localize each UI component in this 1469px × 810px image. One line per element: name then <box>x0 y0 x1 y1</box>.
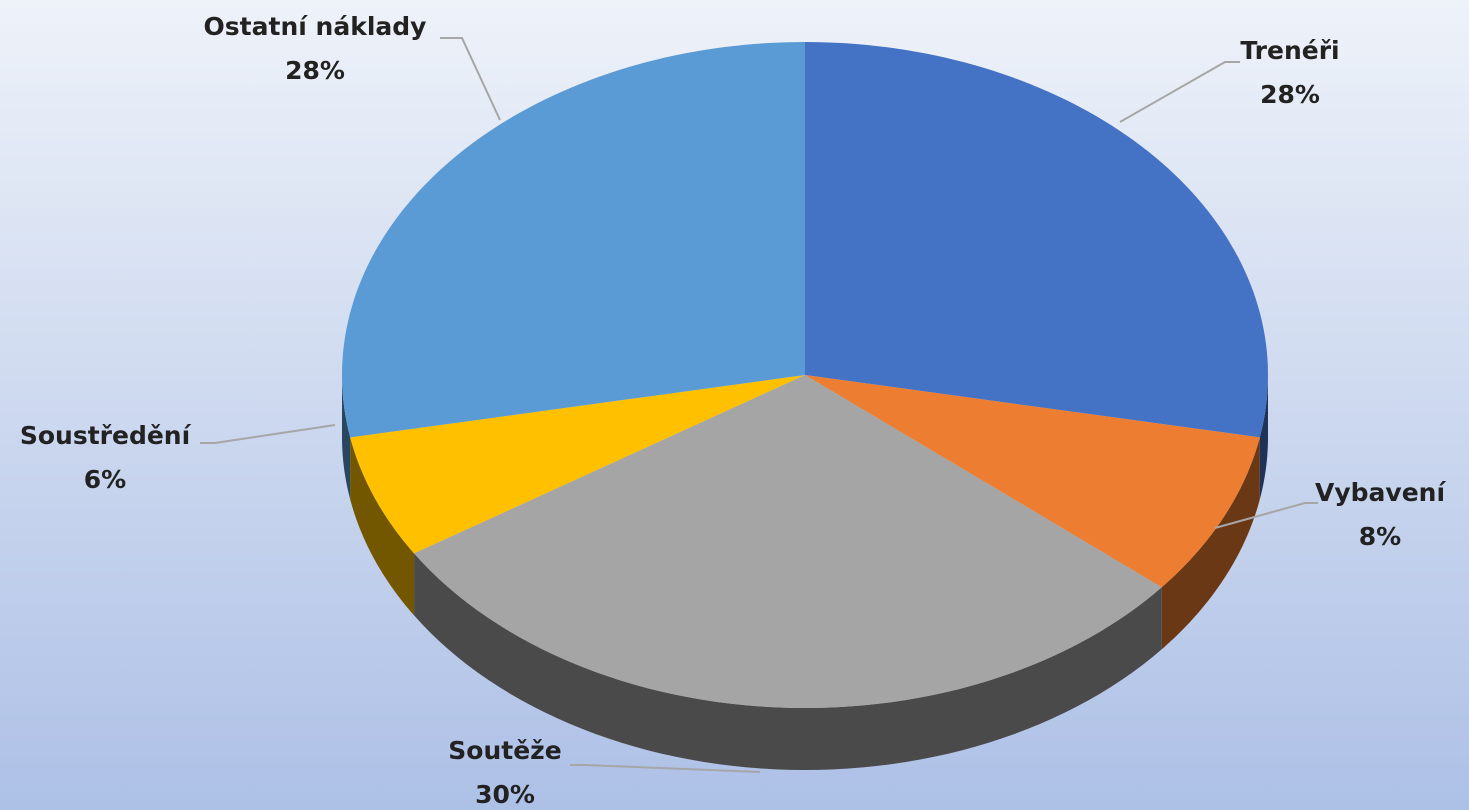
category-label: Soustředění <box>20 421 192 450</box>
pie-slice <box>414 375 1162 708</box>
pie-side <box>1259 375 1268 500</box>
pie-slice <box>350 375 805 554</box>
leader-line <box>440 37 501 121</box>
category-label: Trenéři <box>1240 36 1339 65</box>
value-label: 6% <box>84 465 126 494</box>
category-label: Vybavení <box>1315 478 1446 507</box>
pie-slice <box>342 42 805 438</box>
pie-side <box>342 375 351 500</box>
pie-slice <box>805 42 1268 438</box>
value-label: 28% <box>285 56 345 85</box>
leader-line <box>1214 502 1318 529</box>
value-label: 28% <box>1260 80 1320 109</box>
category-label: Ostatní náklady <box>204 12 427 41</box>
pie-slice <box>805 375 1260 588</box>
leader-line <box>1119 61 1240 123</box>
pie-side <box>350 437 415 616</box>
pie-side <box>1161 437 1260 650</box>
value-label: 30% <box>475 780 535 809</box>
leader-line <box>570 764 761 773</box>
category-label: Soutěže <box>448 736 561 765</box>
value-label: 8% <box>1359 522 1401 551</box>
pie-side <box>414 553 1162 770</box>
leader-line <box>200 424 336 444</box>
